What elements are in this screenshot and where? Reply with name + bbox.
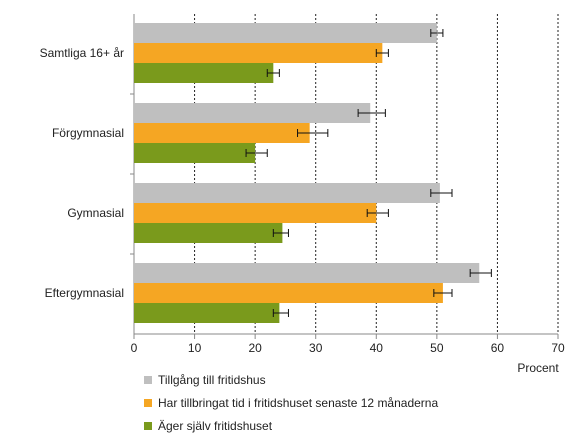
legend-item-1: Har tillbringat tid i fritidshuset senas…: [144, 391, 438, 414]
bar-3-0: [134, 263, 480, 283]
x-tick-label-20: 20: [248, 341, 262, 355]
bar-2-0: [134, 183, 440, 203]
bar-0-1: [134, 43, 383, 63]
legend: Tillgång till fritidshus Har tillbringat…: [144, 368, 438, 437]
bar-1-1: [134, 123, 310, 143]
bar-3-2: [134, 303, 280, 323]
bar-2-2: [134, 223, 283, 243]
bar-0-2: [134, 63, 274, 83]
bar-1-2: [134, 143, 256, 163]
legend-item-0: Tillgång till fritidshus: [144, 368, 438, 391]
x-tick-label-10: 10: [188, 341, 202, 355]
x-tick-label-0: 0: [131, 341, 138, 355]
bar-3-1: [134, 283, 443, 303]
legend-label-2: Äger själv fritidshuset: [158, 418, 273, 433]
y-category-label-2: Gymnasial: [67, 206, 124, 220]
bar-2-1: [134, 203, 377, 223]
legend-swatch-2: [144, 421, 152, 430]
bar-0-0: [134, 23, 437, 43]
legend-label-0: Tillgång till fritidshus: [158, 372, 266, 387]
legend-swatch-0: [144, 375, 152, 384]
x-tick-label-70: 70: [551, 341, 565, 355]
x-tick-label-30: 30: [309, 341, 323, 355]
legend-swatch-1: [144, 398, 152, 407]
legend-item-2: Äger själv fritidshuset: [144, 414, 438, 437]
bar-1-0: [134, 103, 371, 123]
y-category-label-3: Eftergymnasial: [45, 286, 124, 300]
legend-label-1: Har tillbringat tid i fritidshuset senas…: [158, 395, 439, 410]
x-tick-label-50: 50: [430, 341, 444, 355]
y-category-label-1: Förgymnasial: [52, 126, 124, 140]
x-tick-label-40: 40: [370, 341, 384, 355]
x-axis-label: Procent: [517, 361, 559, 375]
y-category-label-0: Samtliga 16+ år: [40, 46, 124, 60]
x-tick-label-60: 60: [491, 341, 505, 355]
